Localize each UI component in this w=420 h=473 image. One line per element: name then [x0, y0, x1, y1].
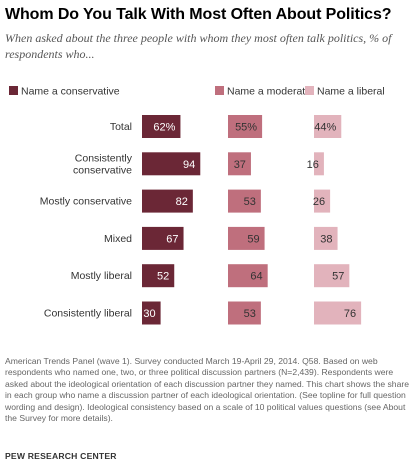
data-label-conservative: 62% [153, 122, 175, 134]
bar-chart: Name a conservative Name a moderate Name a… [9, 86, 385, 325]
category-label: Consistently conservative [73, 152, 133, 176]
data-label-moderate: 55% [235, 122, 257, 134]
bar-moderate [228, 264, 268, 288]
data-label-moderate: 53 [244, 308, 256, 320]
data-label-moderate: 53 [244, 196, 256, 208]
legend-swatch-moderate [215, 86, 224, 95]
data-label-liberal: 26 [313, 196, 325, 208]
data-label-moderate: 64 [250, 271, 262, 283]
footnote: American Trends Panel (wave 1). Survey c… [5, 356, 409, 424]
bar-moderate [228, 152, 251, 176]
category-label: Mostly conservative [40, 196, 132, 208]
data-label-liberal: 57 [332, 271, 344, 283]
legend-label-conservative: Name a conservative [21, 86, 120, 98]
bar-conservative [142, 152, 201, 176]
bar-conservative [142, 301, 161, 325]
bar-moderate [228, 301, 261, 325]
bar-moderate [228, 226, 265, 250]
bar-liberal [314, 152, 324, 176]
bar-moderate [228, 189, 261, 213]
data-label-conservative: 94 [183, 159, 195, 171]
data-label-liberal: 44% [314, 122, 336, 134]
category-label: Consistently liberal [44, 308, 132, 320]
data-label-liberal: 38 [320, 233, 332, 245]
category-label: Mostly liberal [71, 270, 132, 282]
bar-liberal [314, 264, 350, 288]
legend-swatch-liberal [305, 86, 314, 95]
data-label-liberal: 76 [344, 308, 356, 320]
chart-title: Whom Do You Talk With Most Often About P… [5, 6, 392, 23]
chart-subtitle: When asked about the three people with w… [5, 31, 392, 61]
bar-conservative [142, 189, 193, 213]
legend-label-liberal: Name a liberal [317, 86, 385, 98]
source-credit: PEW RESEARCH CENTER [5, 451, 117, 461]
data-label-moderate: 37 [234, 159, 246, 171]
bar-liberal [314, 189, 331, 213]
legend-swatch-conservative [9, 86, 18, 95]
category-label: Mixed [104, 233, 132, 245]
bar-conservative [142, 226, 184, 250]
bar-liberal [314, 301, 362, 325]
data-label-conservative: 30 [143, 308, 155, 320]
bar-liberal [314, 115, 342, 138]
category-label: Total [110, 121, 132, 133]
bar-conservative [142, 115, 181, 138]
data-label-conservative: 82 [176, 196, 188, 208]
bar-conservative [142, 264, 175, 288]
bar-moderate [228, 115, 263, 138]
bar-liberal [314, 226, 338, 250]
data-label-moderate: 59 [247, 233, 259, 245]
data-label-conservative: 67 [166, 233, 178, 245]
legend-label-moderate: Name a moderate [227, 86, 311, 98]
data-label-conservative: 52 [157, 271, 169, 283]
data-label-liberal: 16 [307, 159, 319, 171]
